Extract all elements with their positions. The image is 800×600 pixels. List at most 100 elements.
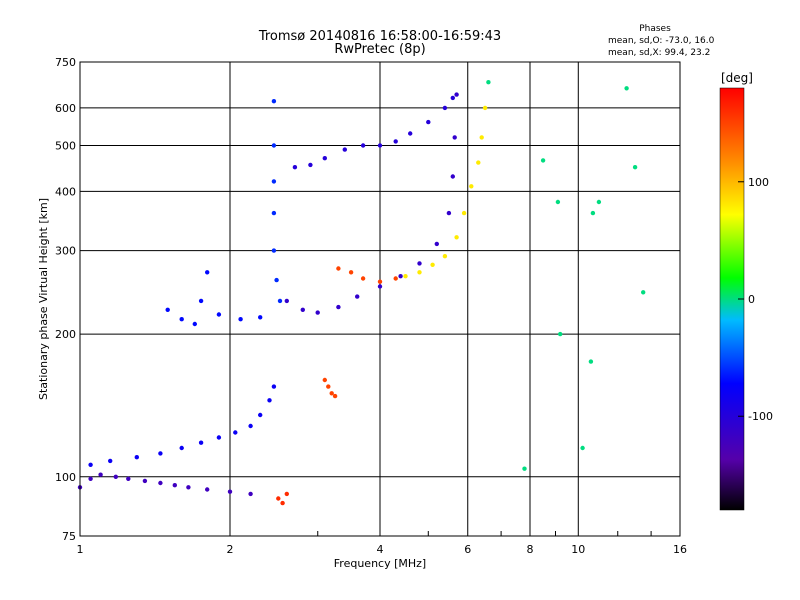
data-point <box>336 266 341 271</box>
data-point <box>308 162 313 168</box>
x-tick-label: 2 <box>227 543 234 556</box>
data-point <box>322 377 327 383</box>
data-point <box>126 476 131 481</box>
plot-frame <box>79 61 681 537</box>
data-point <box>198 298 204 304</box>
data-point <box>216 435 222 440</box>
colorbar-label: [deg] <box>721 71 753 85</box>
data-point <box>329 391 334 396</box>
data-point <box>417 261 422 266</box>
data-point <box>284 298 289 304</box>
data-point <box>403 274 408 279</box>
stats-x-line: mean, sd,X: 99.4, 23.2 <box>608 48 710 58</box>
data-point <box>632 165 638 170</box>
data-point <box>258 412 263 418</box>
x-axis: 1 2 4 6 8 10 16 <box>77 531 687 556</box>
data-point <box>271 179 277 184</box>
y-axis: 75 100 200 300 400 500 600 750 <box>55 56 76 543</box>
data-point <box>284 491 289 497</box>
data-point <box>300 307 305 312</box>
data-point <box>280 500 285 506</box>
data-point <box>454 92 459 97</box>
data-point <box>360 276 366 281</box>
y-tick-label: 750 <box>55 56 76 69</box>
x-tick-label: 10 <box>571 543 585 556</box>
data-point <box>233 430 238 435</box>
y-tick-label: 100 <box>55 471 76 484</box>
data-point <box>274 277 279 283</box>
x-tick-label: 8 <box>527 543 534 556</box>
data-point <box>271 99 277 104</box>
data-point <box>540 158 546 163</box>
data-point <box>271 384 277 389</box>
data-point <box>430 262 435 267</box>
data-point <box>408 131 413 136</box>
data-point <box>336 304 341 310</box>
data-point <box>88 476 93 481</box>
y-tick-label: 400 <box>55 185 76 198</box>
data-point <box>479 135 484 140</box>
data-point <box>377 143 383 148</box>
data-point <box>377 284 383 289</box>
data-point <box>98 472 103 477</box>
x-tick-label: 6 <box>464 543 471 556</box>
data-point <box>134 455 139 460</box>
data-point <box>342 147 347 152</box>
data-point <box>216 312 222 317</box>
y-tick-label: 600 <box>55 102 76 115</box>
stats-heading: Phases <box>639 24 671 34</box>
data-point <box>271 143 277 148</box>
data-point <box>142 478 148 484</box>
data-point <box>522 466 527 471</box>
data-point <box>426 119 431 125</box>
data-point <box>417 270 422 275</box>
chart-title: Tromsø 20140816 16:58:00-16:59:43 <box>258 29 501 44</box>
data-point <box>315 310 320 315</box>
data-point <box>558 331 563 337</box>
x-tick-label: 4 <box>377 543 384 556</box>
data-point <box>248 491 253 497</box>
data-point <box>590 210 596 216</box>
data-point <box>476 160 481 165</box>
data-point <box>192 321 197 327</box>
colorbar-tick-label: 100 <box>748 176 769 189</box>
data-point <box>276 496 281 501</box>
data-point <box>461 210 467 216</box>
data-point <box>271 248 277 253</box>
colorbar-tick-label: 0 <box>748 293 755 306</box>
data-point <box>267 398 272 403</box>
data-point <box>452 135 457 140</box>
data-point <box>113 474 119 479</box>
colorbar-tick-label: -100 <box>748 410 773 423</box>
data-point <box>88 462 93 467</box>
data-point <box>450 95 455 101</box>
data-point <box>355 294 360 299</box>
data-point <box>332 393 338 399</box>
data-point <box>322 156 327 161</box>
y-axis-label: Stationary phase Virtual Height [km] <box>37 198 50 400</box>
data-point <box>108 458 113 464</box>
data-point <box>442 105 448 111</box>
data-point <box>377 279 383 284</box>
data-point <box>326 384 331 389</box>
stats-o-line: mean, sd,O: -73.0, 16.0 <box>608 36 715 46</box>
data-point <box>393 276 398 281</box>
data-point <box>238 317 243 322</box>
data-point <box>641 290 646 295</box>
y-tick-label: 200 <box>55 328 76 341</box>
data-point <box>450 174 455 179</box>
data-point <box>442 254 448 259</box>
y-tick-label: 500 <box>55 139 76 152</box>
data-point <box>271 210 277 216</box>
data-point <box>158 451 163 456</box>
chart-subtitle: RwPretec (8p) <box>334 42 425 57</box>
x-axis-label: Frequency [MHz] <box>334 557 426 570</box>
data-point <box>624 86 629 91</box>
colorbar-ticks: 100 0 -100 <box>738 176 773 423</box>
data-point <box>469 184 474 189</box>
data-points <box>77 80 646 506</box>
data-point <box>555 199 561 205</box>
x-tick-label: 16 <box>673 543 687 556</box>
data-point <box>434 241 439 247</box>
